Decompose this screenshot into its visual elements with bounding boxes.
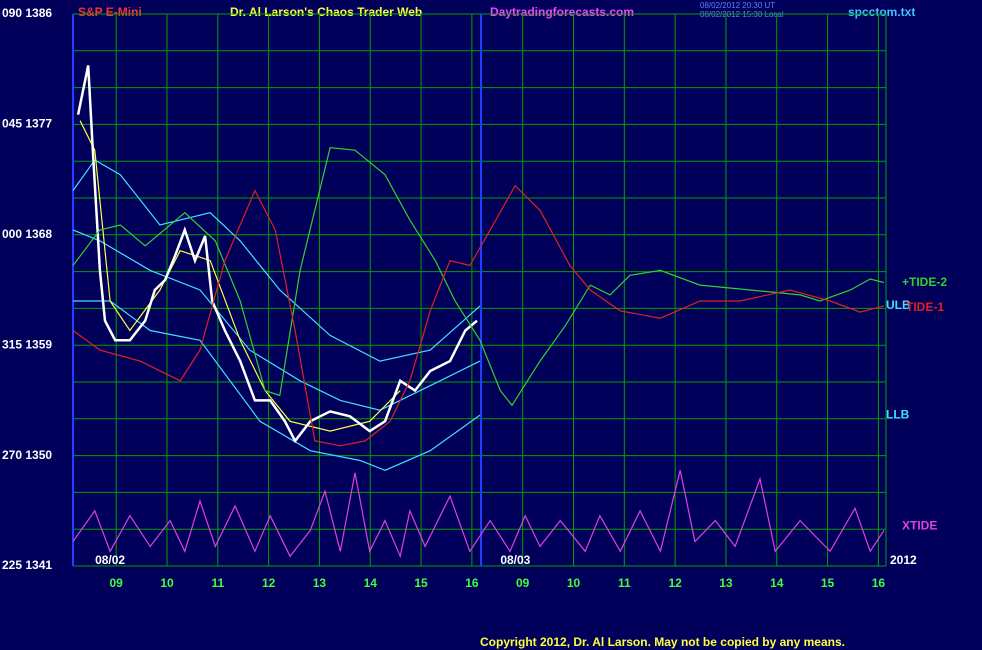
series-label: +TIDE-2	[902, 275, 947, 289]
x-tick-label: 13	[313, 576, 327, 590]
y-tick-label: 090 1386	[2, 6, 52, 20]
series-line	[79, 120, 401, 432]
timestamp: 08/02/2012 15:30 Local	[700, 10, 784, 19]
site: Daytradingforecasts.com	[490, 5, 634, 19]
series-label: ULB	[886, 298, 911, 312]
series-line	[76, 65, 478, 444]
x-tick-label: 15	[414, 576, 428, 590]
x-tick-label: 16	[465, 576, 479, 590]
x-tick-label: 09	[110, 576, 124, 590]
x-tick-label: 12	[262, 576, 276, 590]
x-tick-label: 09	[516, 576, 530, 590]
y-tick-label: 000 1368	[2, 227, 52, 241]
series-line	[72, 470, 885, 559]
series-label: XTIDE	[902, 519, 937, 533]
series-label: TIDE-1	[906, 300, 944, 314]
series-line	[73, 300, 481, 471]
x-tick-label: 13	[719, 576, 733, 590]
copyright: Copyright 2012, Dr. Al Larson. May not b…	[480, 635, 845, 649]
series-line	[72, 184, 885, 447]
x-tick-label: 11	[618, 576, 631, 590]
date-label: 08/03	[500, 553, 530, 567]
x-tick-label: 12	[668, 576, 682, 590]
x-tick-label: 10	[160, 576, 174, 590]
symbol: S&P E-Mini	[78, 5, 142, 19]
y-tick-label: 270 1350	[2, 448, 52, 462]
x-tick-label: 11	[211, 576, 224, 590]
x-tick-label: 14	[770, 576, 784, 590]
date-label: 2012	[890, 553, 917, 567]
y-tick-label: 225 1341	[2, 558, 52, 572]
timestamp: 08/02/2012 20:30 UT	[700, 1, 775, 10]
x-tick-label: 10	[567, 576, 581, 590]
date-label: 08/02	[95, 553, 125, 567]
file-name: spcctom.txt	[848, 5, 915, 19]
y-tick-label: 315 1359	[2, 337, 52, 351]
series-label: LLB	[886, 407, 910, 421]
x-tick-label: 14	[364, 576, 378, 590]
chart-title: Dr. Al Larson's Chaos Trader Web	[230, 5, 422, 19]
x-tick-label: 15	[821, 576, 835, 590]
x-tick-label: 16	[872, 576, 886, 590]
series-line	[72, 229, 481, 411]
series-line	[72, 147, 885, 407]
series-line	[72, 159, 481, 362]
y-tick-label: 045 1377	[2, 117, 52, 131]
